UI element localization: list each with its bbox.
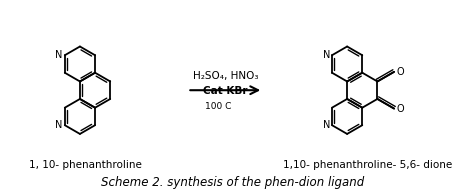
- Text: N: N: [323, 120, 330, 130]
- Text: N: N: [55, 120, 63, 130]
- Text: Cat KBr: Cat KBr: [203, 86, 247, 96]
- Text: Scheme 2. synthesis of the phen-dion ligand: Scheme 2. synthesis of the phen-dion lig…: [101, 176, 365, 189]
- Text: O: O: [397, 67, 405, 77]
- Text: O: O: [397, 104, 405, 113]
- Text: 1, 10- phenanthroline: 1, 10- phenanthroline: [29, 160, 142, 170]
- Text: N: N: [55, 50, 63, 60]
- Text: 1,10- phenanthroline- 5,6- dione: 1,10- phenanthroline- 5,6- dione: [283, 160, 452, 170]
- Text: N: N: [323, 50, 330, 60]
- Text: H₂SO₄, HNO₃: H₂SO₄, HNO₃: [192, 71, 258, 81]
- Text: 100 C: 100 C: [205, 102, 232, 111]
